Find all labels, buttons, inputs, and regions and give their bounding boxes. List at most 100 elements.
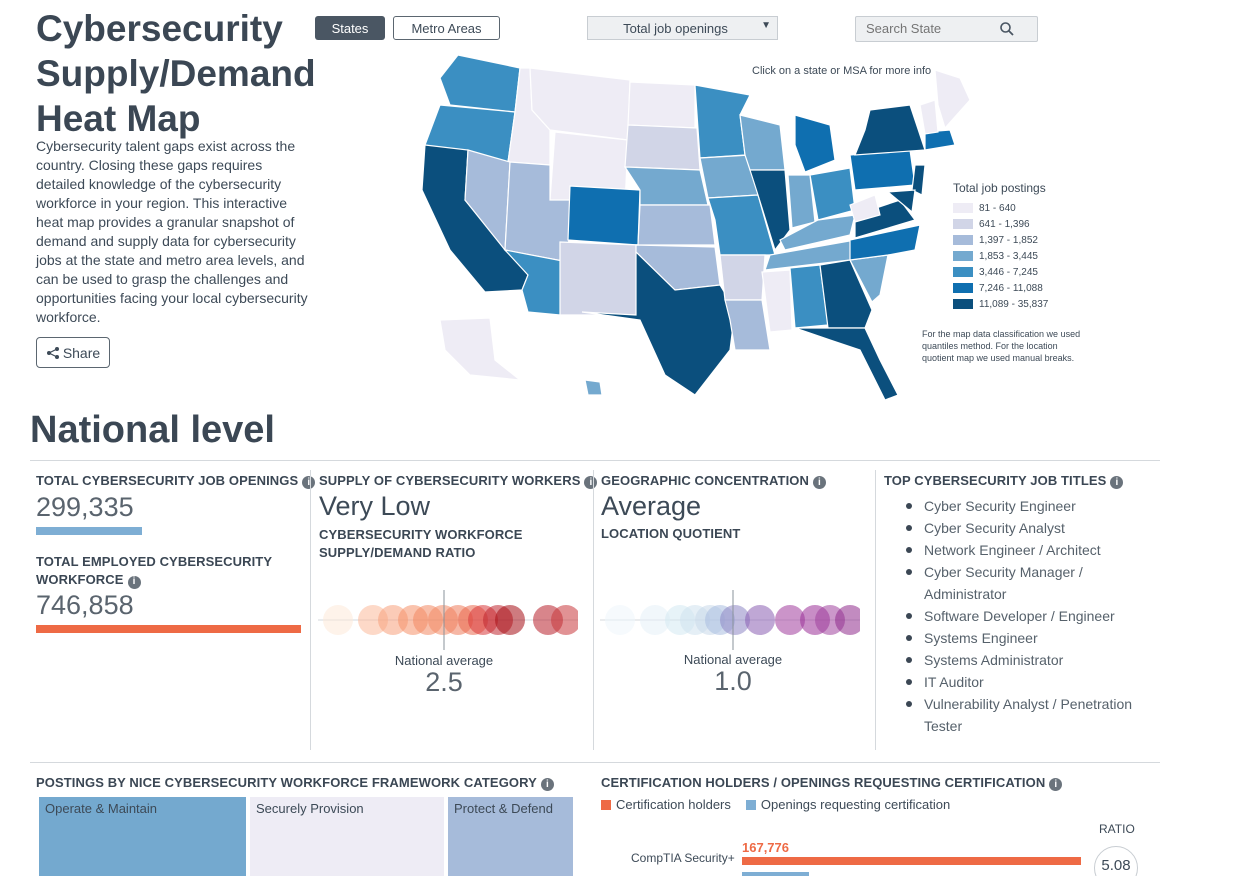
divider (875, 470, 876, 750)
state-hawaii[interactable] (584, 379, 603, 396)
state-florida[interactable] (794, 327, 899, 401)
state-pennsylvania[interactable] (849, 149, 916, 191)
share-button[interactable]: Share (36, 337, 110, 368)
tab-states[interactable]: States (315, 16, 385, 40)
legend-label: 81 - 640 (979, 202, 1016, 214)
state-washington[interactable] (439, 54, 521, 113)
tab-metro-areas[interactable]: Metro Areas (393, 16, 500, 40)
supply-rating: Very Low (319, 491, 431, 521)
cert-openings-bar (742, 872, 809, 876)
job-title-item: Software Developer / Engineer (906, 605, 1146, 627)
distribution-dot[interactable] (835, 605, 860, 635)
state-mississippi[interactable] (761, 269, 793, 333)
legend-label: 7,246 - 11,088 (979, 282, 1043, 294)
legend-swatch (953, 219, 973, 229)
state-north-carolina[interactable] (849, 224, 921, 261)
state-louisiana[interactable] (724, 299, 771, 351)
job-title-item: Systems Engineer (906, 627, 1146, 649)
nice-category-protect-defend[interactable]: Protect & Defend (448, 797, 573, 876)
state-maine[interactable] (934, 69, 970, 130)
job-title-item: Systems Administrator (906, 649, 1146, 671)
state-new-york[interactable] (854, 104, 926, 156)
us-heat-map[interactable] (410, 50, 970, 405)
chevron-down-icon: ▼ (761, 20, 771, 31)
legend-item: 641 - 1,396 (953, 216, 1093, 232)
nice-category-securely-provision[interactable]: Securely Provision (250, 797, 444, 876)
state-ohio[interactable] (809, 167, 856, 221)
cert-ratio-badge: 5.08 (1094, 846, 1138, 876)
divider (30, 460, 1160, 461)
legend-swatch (953, 299, 973, 309)
info-icon[interactable]: i (813, 476, 826, 489)
legend-label: 641 - 1,396 (979, 218, 1030, 230)
distribution-dot[interactable] (775, 605, 805, 635)
legend-label: 3,446 - 7,245 (979, 266, 1038, 278)
total-employed-bar (36, 625, 301, 633)
ratio-header: RATIO (1099, 822, 1135, 836)
job-title-item: IT Auditor (906, 671, 1146, 693)
distribution-dot[interactable] (745, 605, 775, 635)
info-icon[interactable]: i (127, 575, 141, 589)
divider (310, 470, 311, 750)
state-maryland[interactable] (886, 189, 916, 214)
state-alaska[interactable] (439, 317, 522, 381)
legend-label: 1,397 - 1,852 (979, 234, 1038, 246)
cert-name: CompTIA Security+ (631, 851, 735, 865)
intro-text: Cybersecurity talent gaps exist across t… (36, 138, 308, 325)
info-icon[interactable]: i (1049, 778, 1063, 791)
certs-label: CERTIFICATION HOLDERS / OPENINGS REQUEST… (601, 775, 1063, 791)
state-vermont-nh[interactable] (919, 99, 939, 135)
top-titles-label: TOP CYBERSECURITY JOB TITLES i (884, 473, 1124, 489)
lq-label: LOCATION QUOTIENT (601, 526, 741, 541)
legend-swatch (953, 203, 973, 213)
state-arkansas[interactable] (719, 254, 766, 301)
legend-openings: Openings requesting certification (760, 797, 951, 812)
state-colorado[interactable] (567, 185, 641, 246)
search-icon[interactable] (999, 21, 1015, 37)
distribution-dot[interactable] (720, 605, 750, 635)
search-state-input[interactable] (866, 21, 1006, 36)
distribution-dot[interactable] (605, 605, 635, 635)
geo-rating: Average (601, 491, 702, 521)
state-new-mexico[interactable] (559, 241, 639, 316)
cert-holders-value: 167,776 (742, 840, 789, 855)
distribution-dot[interactable] (640, 605, 670, 635)
legend-swatch (953, 267, 973, 277)
geo-label: GEOGRAPHIC CONCENTRATION i (601, 473, 826, 489)
map-note: For the map data classification we used … (922, 329, 1081, 363)
ratio-dot-strip (318, 590, 578, 650)
state-west-virginia[interactable] (849, 194, 881, 223)
job-title-item: Network Engineer / Architect (906, 539, 1146, 561)
search-state-box[interactable] (855, 16, 1038, 42)
state-kentucky[interactable] (779, 214, 856, 251)
state-massachusetts[interactable] (924, 129, 956, 151)
state-kansas[interactable] (637, 204, 716, 246)
measure-select[interactable]: Total job openings ▼ (587, 16, 778, 40)
state-new-jersey[interactable] (911, 164, 926, 196)
nice-label: POSTINGS BY NICE CYBERSECURITY WORKFORCE… (36, 775, 554, 791)
job-title-item: Cyber Security Analyst (906, 517, 1146, 539)
info-icon[interactable]: i (1110, 476, 1124, 489)
state-georgia[interactable] (819, 259, 873, 329)
nice-category-operate-maintain[interactable]: Operate & Maintain (39, 797, 246, 876)
distribution-dot[interactable] (323, 605, 353, 635)
state-michigan[interactable] (794, 114, 836, 173)
openings-swatch (745, 799, 756, 810)
distribution-dot[interactable] (551, 605, 578, 635)
legend-item: 1,853 - 3,445 (953, 248, 1093, 264)
state-virginia[interactable] (854, 199, 916, 239)
legend-title: Total job postings (953, 181, 1046, 195)
state-montana[interactable] (529, 67, 631, 141)
ratio-label: CYBERSECURITY WORKFORCE SUPPLY/DEMAND RA… (319, 527, 523, 560)
info-icon[interactable]: i (302, 476, 316, 489)
info-icon[interactable]: i (540, 778, 554, 791)
state-texas[interactable] (581, 250, 736, 396)
divider (30, 762, 1160, 763)
info-icon[interactable]: i (584, 476, 598, 489)
state-south-dakota[interactable] (624, 124, 701, 171)
state-north-dakota[interactable] (627, 81, 696, 129)
distribution-dot[interactable] (495, 605, 525, 635)
legend-swatch (953, 251, 973, 261)
ratio-avg-label: National average (394, 653, 494, 668)
state-wisconsin[interactable] (739, 114, 786, 171)
